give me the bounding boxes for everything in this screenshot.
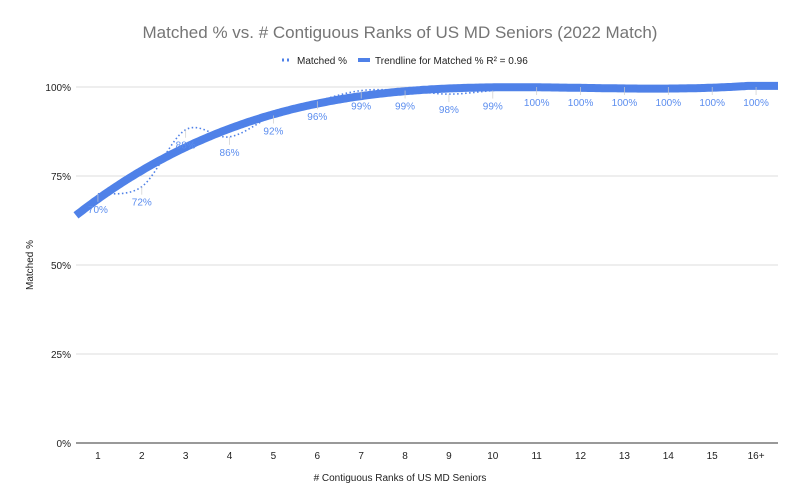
legend-label: Matched %: [297, 56, 347, 67]
x-tick-label: 7: [358, 451, 364, 462]
data-label: 100%: [656, 98, 682, 109]
x-tick-label: 10: [487, 451, 499, 462]
y-tick-label: 50%: [51, 261, 71, 272]
x-tick-label: 1: [95, 451, 101, 462]
x-tick-label: 4: [227, 451, 233, 462]
data-label: 100%: [699, 98, 725, 109]
legend-label: Trendline for Matched % R² = 0.96: [375, 56, 528, 67]
legend: Matched % Trendline for Matched % R² = 0…: [282, 56, 528, 67]
x-tick-label: 14: [663, 451, 675, 462]
data-label: 98%: [439, 105, 459, 116]
y-axis-title: Matched %: [25, 240, 36, 290]
legend-item-matched[interactable]: Matched %: [282, 56, 347, 67]
data-label: 100%: [524, 98, 550, 109]
x-tick-label: 11: [531, 451, 542, 462]
matched-series-line: [97, 85, 757, 195]
x-tick-label: 15: [707, 451, 719, 462]
data-label: 92%: [263, 126, 283, 137]
x-tick-label: 8: [402, 451, 408, 462]
x-tick-label: 9: [446, 451, 452, 462]
data-label: 100%: [612, 98, 638, 109]
x-tick-label: 12: [575, 451, 587, 462]
data-label: 96%: [307, 112, 327, 123]
data-label: 100%: [568, 98, 594, 109]
chart-title: Matched % vs. # Contiguous Ranks of US M…: [143, 23, 658, 42]
data-label: 72%: [132, 198, 152, 209]
data-label: 70%: [88, 205, 108, 216]
data-label: 88%: [176, 141, 196, 152]
legend-item-trendline[interactable]: Trendline for Matched % R² = 0.96: [358, 56, 528, 67]
y-tick-label: 25%: [51, 350, 71, 361]
x-tick-label: 2: [139, 451, 145, 462]
data-label: 100%: [743, 98, 769, 109]
data-label: 99%: [351, 102, 371, 113]
data-label: 99%: [395, 102, 415, 113]
trendline: [73, 81, 778, 219]
data-label: 99%: [483, 102, 503, 113]
x-axis-title: # Contiguous Ranks of US MD Seniors: [314, 473, 487, 484]
x-tick-label: 5: [271, 451, 277, 462]
x-tick-label: 6: [315, 451, 321, 462]
y-tick-label: 100%: [45, 83, 71, 94]
y-tick-label: 0%: [57, 439, 72, 450]
x-tick-label: 3: [183, 451, 189, 462]
data-label: 86%: [220, 148, 240, 159]
x-tick-label: 16+: [748, 451, 765, 462]
y-tick-label: 75%: [51, 172, 71, 183]
x-tick-label: 13: [619, 451, 631, 462]
